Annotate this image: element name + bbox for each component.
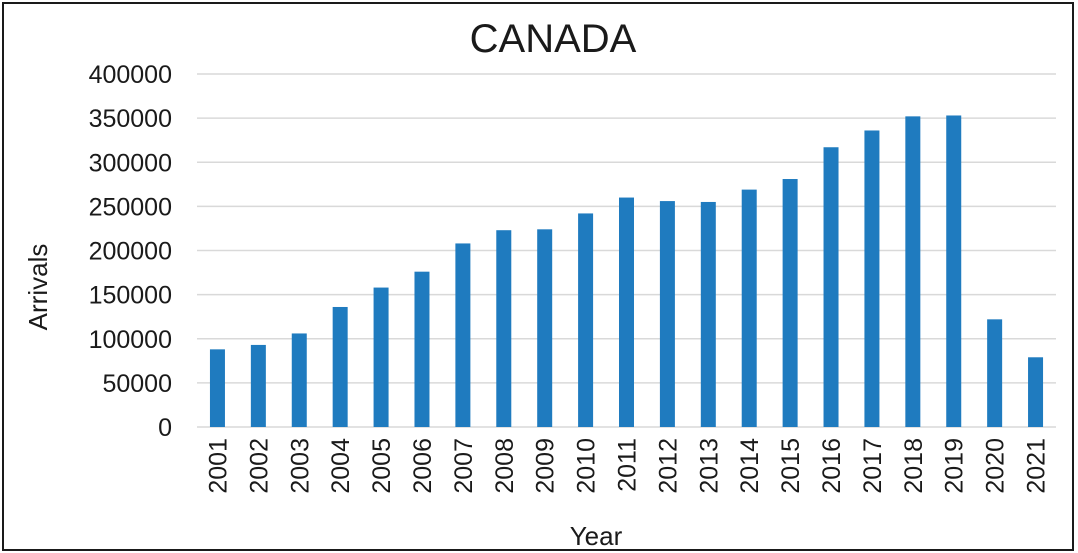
bar-2001 [209, 349, 225, 427]
bar-2003 [291, 333, 307, 427]
x-tick-label: 2001 [204, 438, 232, 494]
x-tick-label: 2003 [286, 438, 314, 494]
y-tick-label: 200000 [89, 238, 172, 266]
bar-2015 [782, 179, 798, 427]
x-tick-label: 2013 [695, 438, 723, 494]
bar-2002 [250, 344, 266, 427]
x-tick-label: 2021 [1023, 438, 1051, 494]
x-tick-label: 2002 [245, 438, 273, 494]
bar-2010 [578, 213, 594, 427]
y-tick-label: 100000 [89, 326, 172, 354]
bar-2013 [700, 201, 716, 427]
bar-2004 [332, 306, 348, 427]
x-tick-label: 2018 [900, 438, 928, 494]
bar-2007 [455, 243, 471, 427]
bar-2011 [619, 197, 634, 427]
x-tick-labels: 2001 2002 2003 2004 2005 2006 2007 2008 2009 2010… [204, 438, 1050, 494]
y-tick-labels: 0 50000 100000 150000 200000 250000 300000 3500… [89, 61, 172, 442]
y-axis-title: Arrivals [23, 244, 53, 331]
y-tick-label: 250000 [89, 193, 172, 221]
y-tick-label: 50000 [102, 370, 172, 398]
x-tick-label: 2005 [368, 438, 396, 494]
x-tick-label: 2014 [736, 438, 764, 494]
y-tick-label: 300000 [89, 149, 172, 177]
bar-2020 [987, 319, 1003, 427]
bar-2009 [537, 229, 553, 427]
x-tick-label: 2007 [450, 438, 478, 494]
bar-2006 [414, 271, 430, 427]
x-tick-label: 2011 [614, 438, 642, 492]
x-tick-label: 2017 [859, 438, 887, 494]
bar-2019 [946, 115, 962, 427]
y-tick-label: 350000 [89, 105, 172, 133]
x-tick-label: 2009 [532, 438, 560, 494]
x-tick-label: 2010 [573, 438, 601, 494]
bars [209, 115, 1044, 428]
y-tick-label: 400000 [89, 61, 172, 89]
x-axis-title: Year [570, 521, 623, 551]
x-tick-label: 2004 [327, 438, 355, 494]
bar-2021 [1028, 357, 1044, 427]
bar-2016 [823, 147, 839, 427]
x-tick-label: 2015 [777, 438, 805, 494]
x-tick-label: 2012 [654, 438, 682, 494]
x-tick-label: 2019 [941, 438, 969, 494]
x-tick-label: 2008 [491, 438, 519, 494]
bar-2017 [864, 130, 880, 428]
y-tick-label: 0 [158, 414, 172, 442]
bar-2014 [741, 189, 757, 427]
chart-title: CANADA [470, 17, 637, 61]
bar-2008 [496, 230, 512, 427]
y-tick-label: 150000 [89, 282, 172, 310]
x-tick-label: 2020 [982, 438, 1010, 494]
bar-2018 [905, 116, 921, 428]
bar-2012 [659, 201, 675, 427]
x-tick-label: 2006 [409, 438, 437, 494]
bar-2005 [373, 287, 389, 427]
x-tick-label: 2016 [818, 438, 846, 494]
